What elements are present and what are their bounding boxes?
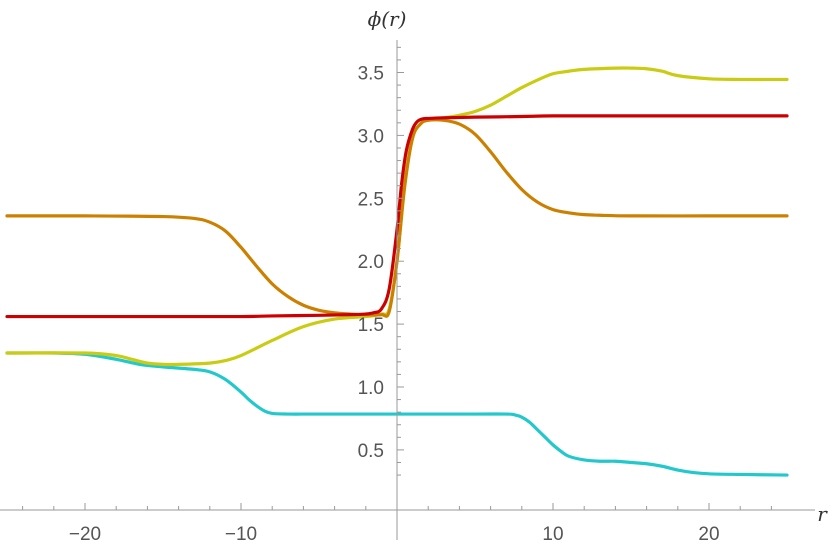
y-tick-label: 2.5 xyxy=(358,189,384,210)
series-line-red xyxy=(5,114,789,319)
series-line-cyan xyxy=(5,351,789,477)
x-tick-label: 20 xyxy=(698,524,719,545)
axes-layer: −20 −10 10 20 0.5 1.0 1.5 2.0 2.5 3.0 3.5 xyxy=(0,40,815,545)
y-tick-label: 2.0 xyxy=(358,252,384,273)
x-tick-label: 10 xyxy=(542,524,563,545)
x-axis-title: r xyxy=(817,502,828,526)
y-tick-label: 1.5 xyxy=(358,315,384,336)
y-tick-label: 1.0 xyxy=(358,378,384,399)
y-tick-label: 0.5 xyxy=(358,441,384,462)
y-tick-label: 3.0 xyxy=(358,126,384,147)
x-tick-label: −10 xyxy=(225,524,257,545)
x-tick-label: −20 xyxy=(69,524,101,545)
y-axis-title: ϕ(r) xyxy=(368,7,407,31)
y-tick-label: 3.5 xyxy=(358,64,384,85)
